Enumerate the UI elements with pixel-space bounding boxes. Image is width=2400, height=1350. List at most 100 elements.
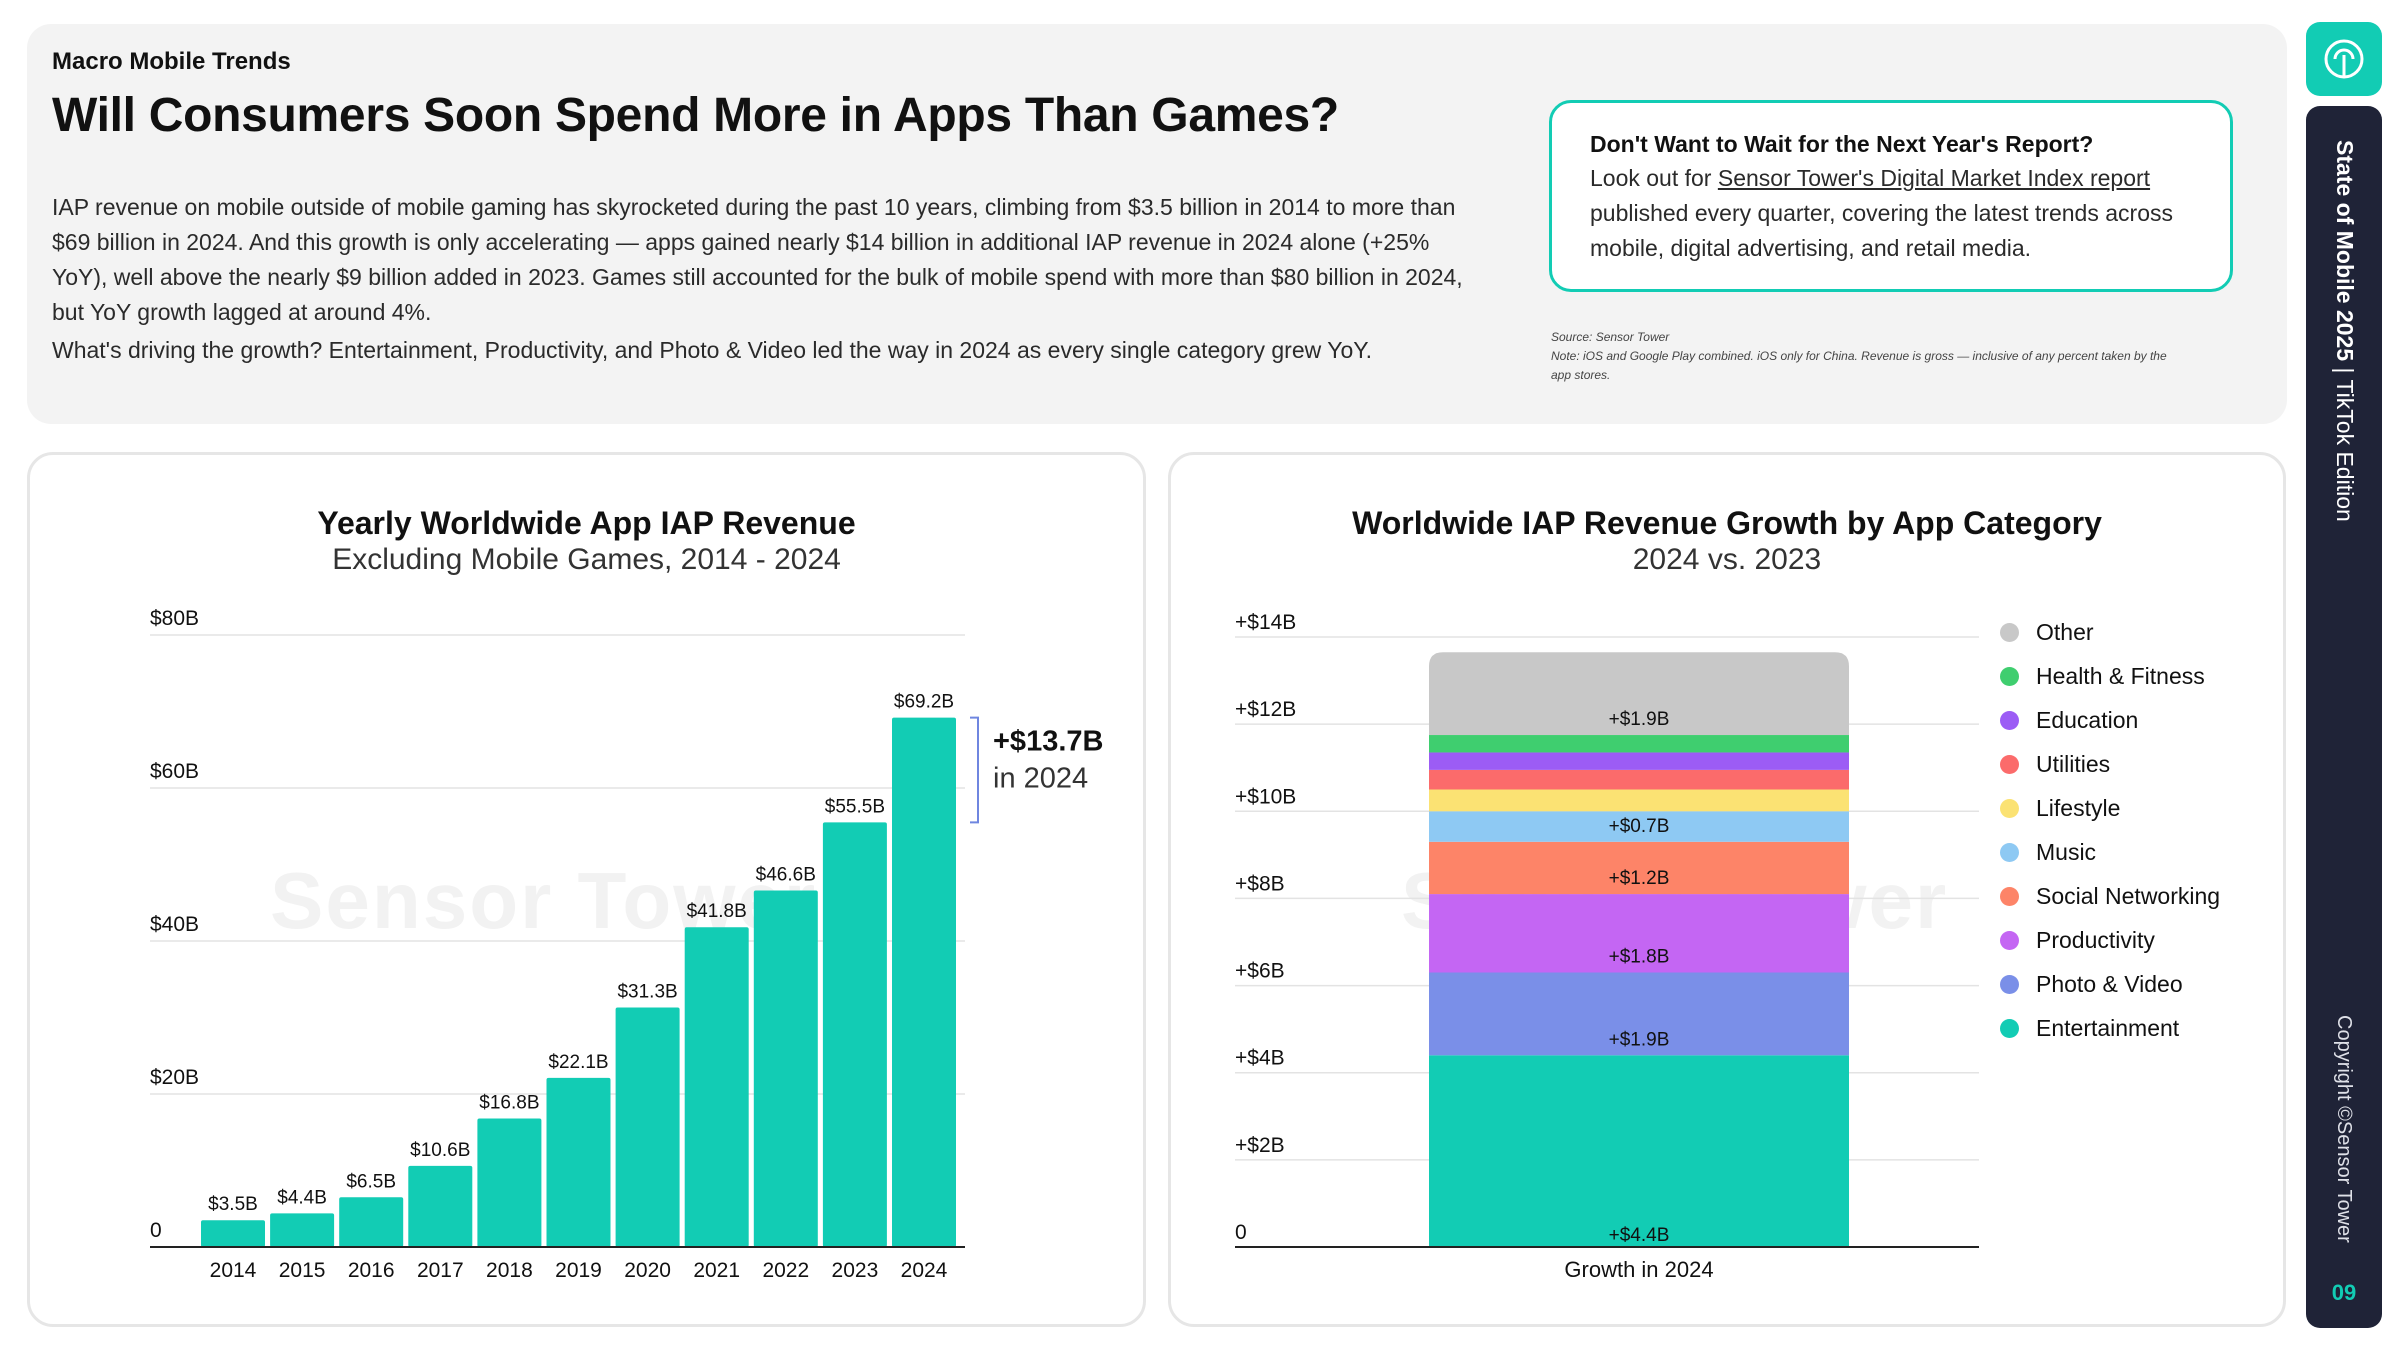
- legend-label: Photo & Video: [2036, 970, 2183, 997]
- legend-swatch: [2000, 930, 2019, 950]
- x-tick-label: 2017: [417, 1259, 464, 1282]
- report-edition: TikTok Edition: [2332, 379, 2358, 522]
- y-tick-label: $60B: [150, 760, 199, 783]
- data-label: $41.8B: [687, 901, 747, 922]
- bar: [615, 1007, 680, 1247]
- report-callout: Don't Want to Wait for the Next Year's R…: [1549, 100, 2233, 292]
- data-label: $3.5B: [208, 1194, 258, 1215]
- bar: [201, 1220, 265, 1247]
- legend-label: Social Networking: [2036, 882, 2221, 909]
- legend-item: Education: [2000, 698, 2220, 742]
- intro-question: What's driving the growth? Entertainment…: [52, 337, 1372, 363]
- chart-subtitle: Excluding Mobile Games, 2014 - 2024: [332, 543, 841, 576]
- y-tick-label: +$2B: [1235, 1134, 1285, 1157]
- stack-segment: [1429, 652, 1849, 736]
- bar: [753, 890, 818, 1247]
- x-tick-label: 2015: [279, 1259, 326, 1282]
- legend-swatch: [2000, 622, 2019, 642]
- x-tick-label: 2020: [624, 1259, 671, 1282]
- x-tick-label: 2022: [762, 1259, 809, 1282]
- legend-item: Music: [2000, 830, 2220, 874]
- legend-swatch: [2000, 666, 2019, 686]
- legend-label: Utilities: [2036, 750, 2111, 777]
- legend-swatch: [2000, 798, 2019, 818]
- y-tick-label: +$12B: [1235, 698, 1296, 721]
- callout-prefix: Look out for: [1590, 165, 1718, 191]
- legend-swatch: [2000, 1018, 2019, 1038]
- segment-label: +$0.7B: [1609, 816, 1670, 837]
- y-tick-label: +$14B: [1235, 611, 1296, 634]
- data-label: $69.2B: [894, 692, 954, 713]
- bar: [339, 1197, 404, 1247]
- data-label: $16.8B: [479, 1092, 539, 1113]
- legend-swatch: [2000, 710, 2019, 730]
- legend-swatch: [2000, 974, 2019, 994]
- chart-title: Yearly Worldwide App IAP Revenue: [317, 505, 856, 541]
- y-tick-label: $20B: [150, 1066, 199, 1089]
- legend-swatch: [2000, 886, 2019, 906]
- category-legend: Other Health & Fitness Education Utilities L…: [2000, 610, 2220, 1050]
- category-growth-chart: 0 +$2B +$4B +$6B +$8B +$10B +$12B +$14B +$4.4B +$…: [1235, 611, 1979, 1282]
- legend-label: Music: [2036, 838, 2097, 865]
- legend-item: Social Networking: [2000, 874, 2220, 918]
- data-label: $46.6B: [756, 865, 816, 886]
- stack-segment: [1429, 769, 1849, 790]
- y-tick-label: 0: [150, 1219, 162, 1242]
- x-tick-label: 2021: [693, 1259, 740, 1282]
- data-label: $55.5B: [825, 796, 885, 817]
- bar: [546, 1077, 611, 1247]
- stack-segment: [1429, 789, 1849, 812]
- legend-swatch: [2000, 842, 2019, 862]
- x-tick-label: 2018: [486, 1259, 533, 1282]
- bar: [270, 1213, 335, 1247]
- legend-item: Productivity: [2000, 918, 2220, 962]
- x-tick-label: 2014: [210, 1259, 257, 1282]
- legend-item: Photo & Video: [2000, 962, 2220, 1006]
- legend-label: Productivity: [2036, 926, 2155, 953]
- sensor-tower-logo-tab[interactable]: [2306, 22, 2382, 96]
- data-label: $31.3B: [617, 982, 677, 1003]
- legend-label: Lifestyle: [2036, 794, 2121, 821]
- legend-item: Utilities: [2000, 742, 2220, 786]
- sensor-tower-logo-icon: [2324, 39, 2364, 79]
- x-tick-label: 2023: [832, 1259, 879, 1282]
- bar: [684, 927, 749, 1247]
- legend-label: Entertainment: [2036, 1014, 2180, 1041]
- bar: [408, 1165, 473, 1247]
- data-label: $6.5B: [346, 1171, 396, 1192]
- section-label: Macro Mobile Trends: [52, 48, 291, 75]
- growth-bracket: [970, 716, 979, 824]
- report-title-vertical: State of Mobile 2025 | TikTok Edition: [2331, 140, 2358, 522]
- y-tick-label: +$10B: [1235, 785, 1296, 808]
- stack-segment: [1429, 811, 1849, 842]
- report-name: State of Mobile 2025: [2332, 140, 2358, 362]
- y-tick-label: +$6B: [1235, 960, 1285, 983]
- legend-item: Entertainment: [2000, 1006, 2220, 1050]
- bar: [822, 822, 887, 1247]
- segment-label: +$1.2B: [1609, 868, 1670, 889]
- copyright-vertical: Copyright ©Sensor Tower: [2333, 1015, 2355, 1243]
- stack-segment: [1429, 894, 1849, 973]
- callout-title: Don't Want to Wait for the Next Year's R…: [1590, 131, 2094, 157]
- category-growth-card: Worldwide IAP Revenue Growth by App Cate…: [1168, 452, 2286, 1327]
- legend-item: Other: [2000, 610, 2220, 654]
- x-tick-label: 2024: [901, 1259, 948, 1282]
- intro-paragraph: IAP revenue on mobile outside of mobile …: [52, 194, 1463, 325]
- x-tick-label: 2016: [348, 1259, 395, 1282]
- segment-label: +$1.9B: [1609, 1029, 1670, 1050]
- callout-suffix: published every quarter, covering the la…: [1590, 200, 2173, 261]
- source-note: Source: Sensor Tower Note: iOS and Googl…: [1551, 328, 2171, 385]
- legend-label: Other: [2036, 618, 2094, 645]
- digital-market-index-link[interactable]: Sensor Tower's Digital Market Index repo…: [1717, 165, 2151, 191]
- legend-item: Health & Fitness: [2000, 654, 2220, 698]
- page-number: 09: [2331, 1280, 2357, 1305]
- report-side-tab: [2306, 106, 2382, 1328]
- segment-label: +$4.4B: [1609, 1225, 1670, 1246]
- data-label: $4.4B: [277, 1187, 327, 1208]
- bar: [477, 1118, 542, 1247]
- chart-title: Worldwide IAP Revenue Growth by App Cate…: [1352, 505, 2102, 541]
- y-tick-label: $40B: [150, 913, 199, 936]
- yearly-revenue-chart: 0 $20B $40B $60B $80B $3.5B 2014 $4.4B 2015 $6.5B…: [150, 607, 1103, 1282]
- chart-subtitle: 2024 vs. 2023: [1632, 543, 1822, 576]
- legend-item: Lifestyle: [2000, 786, 2220, 830]
